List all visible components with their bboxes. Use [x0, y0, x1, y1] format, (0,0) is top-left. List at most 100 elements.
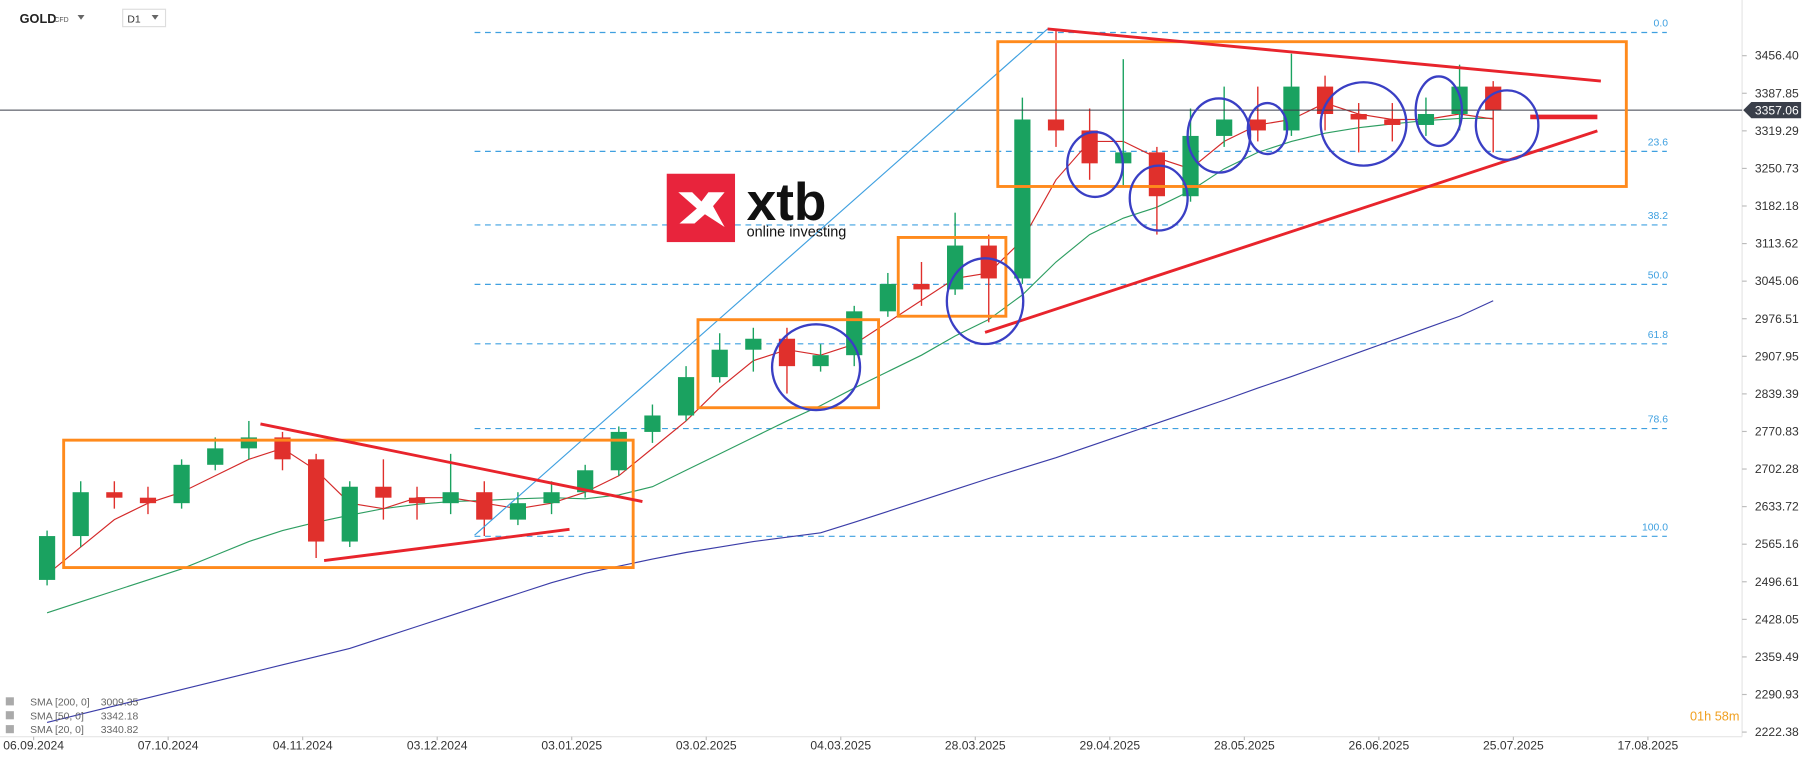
dropdown-arrow[interactable] — [77, 15, 85, 20]
candle-body — [644, 415, 661, 432]
instrument[interactable]: GOLD — [20, 11, 57, 26]
candle-body — [812, 355, 829, 367]
timeframe[interactable]: D1 — [127, 15, 141, 26]
y-tick-label: 3045.06 — [1755, 274, 1799, 288]
x-tick-label: 25.07.2025 — [1483, 738, 1544, 752]
y-tick-label: 2290.93 — [1755, 688, 1799, 702]
timeframe-box[interactable] — [122, 8, 167, 28]
legend-value: 3342.18 — [101, 711, 139, 722]
header: GOLD CFD D1 — [20, 8, 167, 28]
x-tick-label: 04.11.2024 — [273, 738, 333, 752]
legend-icon — [5, 697, 14, 706]
y-tick-label: 2633.72 — [1755, 500, 1799, 514]
x-tick-label: 17.08.2025 — [1618, 738, 1679, 752]
trend-line — [260, 422, 643, 503]
x-tick-label: 06.09.2024 — [3, 738, 64, 752]
candle-body — [677, 377, 695, 416]
annotations — [62, 27, 1628, 570]
y-tick-label: 2222.38 — [1755, 725, 1799, 739]
candle-body — [72, 492, 89, 537]
y-tick-label: 2839.39 — [1755, 387, 1799, 401]
x-tick-label: 29.04.2025 — [1079, 738, 1140, 752]
candle-body — [1182, 135, 1199, 197]
highlight-circle — [1319, 81, 1408, 167]
candle-body — [341, 486, 358, 542]
candle-body — [442, 492, 459, 504]
y-tick-label: 3113.62 — [1755, 237, 1798, 251]
y-tick-label: 3319.29 — [1755, 124, 1799, 138]
candle-body — [1283, 86, 1300, 131]
y-tick-label: 3456.40 — [1755, 49, 1799, 63]
candle-body — [207, 448, 224, 465]
x-tick-label: 28.03.2025 — [945, 738, 1006, 752]
y-tick-label: 3387.85 — [1755, 86, 1799, 100]
highlight-circle — [1414, 75, 1464, 148]
highlight-circle — [1186, 97, 1252, 174]
candle-body — [375, 486, 392, 498]
candle-body — [610, 431, 627, 471]
fib-label: 23.6 — [1648, 138, 1668, 149]
fib-label: 38.2 — [1648, 211, 1668, 222]
x-tick-label: 03.01.2025 — [541, 738, 602, 752]
legend-value: 3340.82 — [101, 725, 139, 736]
highlight-circle — [1066, 130, 1124, 199]
candle-body — [1316, 86, 1334, 115]
y-tick-label: 2565.16 — [1755, 537, 1799, 551]
current-price: 3357.06 — [1755, 104, 1799, 118]
highlight-circle — [1474, 89, 1540, 162]
y-tick-label: 3182.18 — [1755, 199, 1799, 213]
logo-x — [678, 192, 725, 228]
candle-body — [1350, 114, 1367, 120]
y-tick-label: 2428.05 — [1755, 612, 1799, 626]
x-tick-label: 07.10.2024 — [138, 738, 199, 752]
candle-body — [509, 503, 527, 520]
fib-label: 50.0 — [1648, 271, 1668, 282]
brand-tagline: online investing — [747, 224, 847, 240]
candle-body — [913, 283, 930, 290]
legend-icon — [5, 725, 14, 734]
countdown: 01h 58m — [1690, 708, 1739, 723]
dropdown-arrow[interactable] — [151, 15, 159, 20]
trend-line — [1047, 27, 1601, 83]
candle-body — [577, 470, 594, 493]
candle-body — [711, 349, 728, 378]
fib-anchor-line — [474, 28, 1048, 536]
candle-body — [947, 245, 964, 290]
candle-body — [1249, 119, 1266, 131]
range-box — [62, 438, 635, 570]
range-box — [996, 40, 1628, 188]
candle-body — [846, 311, 863, 356]
candle-body — [308, 459, 325, 542]
x-tick-label: 26.06.2025 — [1348, 738, 1409, 752]
logo: xtb online investing — [666, 173, 847, 243]
candle-body — [1417, 114, 1435, 125]
y-tick-label: 2907.95 — [1755, 349, 1799, 363]
y-tick-label: 2359.49 — [1755, 650, 1799, 664]
brand: xtb — [747, 173, 827, 232]
fib-label: 100.0 — [1642, 522, 1668, 533]
legend-name: SMA [50, 0] — [30, 711, 84, 722]
trend-line — [323, 527, 570, 563]
candle-body — [980, 245, 997, 279]
trend-line — [984, 129, 1598, 334]
x-tick-label: 28.05.2025 — [1214, 738, 1275, 752]
candle-body — [240, 437, 257, 449]
candle-body — [139, 497, 157, 504]
candle-body — [274, 437, 291, 460]
fib-label: 78.6 — [1648, 415, 1668, 426]
candle-body — [476, 492, 493, 520]
x-tick-label: 03.02.2025 — [676, 738, 737, 752]
fib-label: 61.8 — [1648, 330, 1668, 341]
candle-body — [1014, 119, 1031, 279]
candle-body — [1047, 119, 1065, 131]
y-tick-label: 3250.73 — [1755, 161, 1799, 175]
x-tick-label: 03.12.2024 — [407, 738, 468, 752]
legend-value: 3009.35 — [101, 697, 139, 708]
y-tick-label: 2770.83 — [1755, 425, 1799, 439]
sma-line — [46, 300, 1494, 723]
fib-label: 0.0 — [1654, 19, 1669, 30]
candle-body — [543, 492, 560, 504]
